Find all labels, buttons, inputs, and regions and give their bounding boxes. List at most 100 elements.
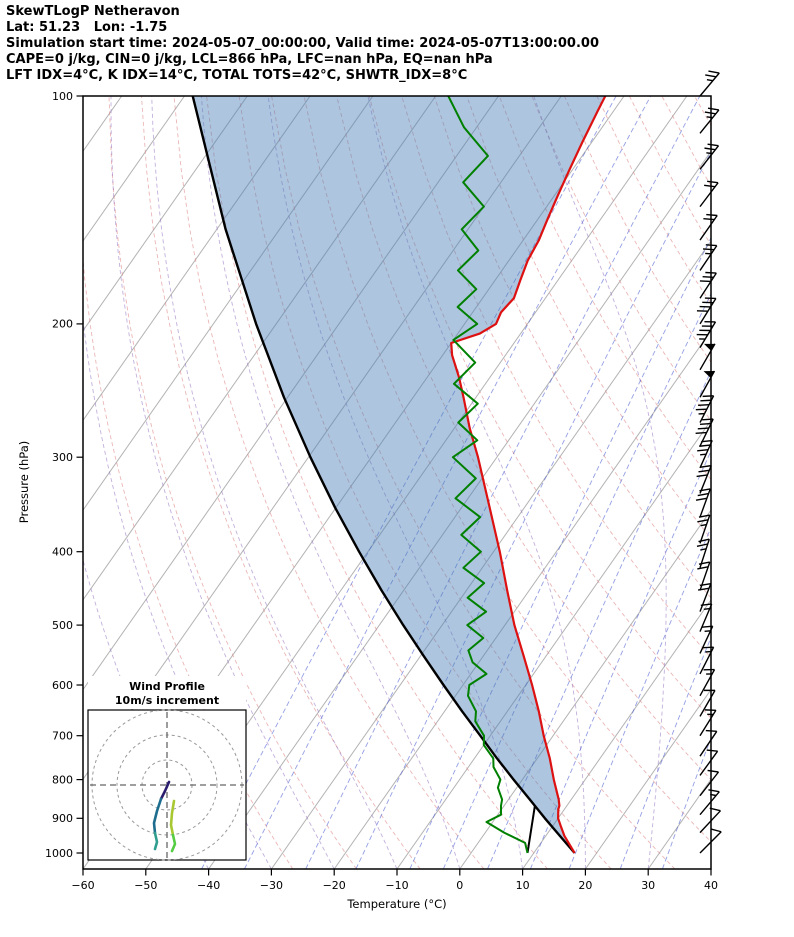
wind-barb bbox=[697, 561, 711, 591]
wind-barb bbox=[699, 749, 719, 776]
sounding-curves bbox=[191, 96, 607, 854]
temperature-tick-label: 40 bbox=[704, 879, 718, 892]
dry-adiabat-line bbox=[83, 254, 294, 869]
temperature-tick-label: −10 bbox=[385, 879, 408, 892]
header-latlon: Lat: 51.23 Lon: -1.75 bbox=[6, 20, 167, 35]
mixing-ratio-line bbox=[409, 236, 711, 869]
barb-full bbox=[701, 439, 713, 443]
mixing-ratio-line bbox=[487, 370, 711, 869]
barb-full bbox=[705, 271, 717, 274]
barb-full bbox=[698, 538, 710, 543]
moist-adiabat-line bbox=[533, 96, 667, 869]
barb-full bbox=[707, 107, 719, 111]
wind-barb bbox=[699, 646, 715, 675]
isotherm-line bbox=[522, 598, 711, 869]
parcel-curve bbox=[191, 96, 576, 854]
wind-barb bbox=[696, 464, 712, 494]
dry-adiabat-line bbox=[760, 96, 794, 869]
wind-barb bbox=[699, 769, 720, 797]
barb-full bbox=[705, 729, 717, 733]
barb-full bbox=[707, 769, 719, 773]
wind-barb bbox=[699, 213, 718, 241]
hodograph-title-backdrop bbox=[88, 676, 246, 709]
barb-full bbox=[702, 418, 714, 421]
barb-full bbox=[702, 646, 714, 649]
hodograph-title-line1: Wind Profile bbox=[129, 680, 205, 693]
barb-full bbox=[697, 587, 710, 591]
isotherm-line bbox=[83, 96, 185, 242]
wind-barb bbox=[697, 514, 711, 544]
wind-barb bbox=[699, 807, 722, 834]
barb-full bbox=[695, 497, 707, 501]
pressure-tick-label: 100 bbox=[52, 90, 73, 103]
wind-barb bbox=[695, 395, 715, 423]
hodograph-title-line2: 10m/s increment bbox=[115, 694, 219, 707]
barb-full bbox=[707, 143, 719, 147]
wind-barb bbox=[699, 244, 718, 271]
barb-half bbox=[704, 630, 711, 632]
wind-barb bbox=[699, 709, 717, 737]
barb-half bbox=[706, 152, 713, 155]
isotherm-line bbox=[647, 778, 711, 869]
dry-adiabat-line bbox=[433, 96, 711, 599]
shaded-area-group bbox=[192, 96, 606, 853]
wind-barb bbox=[699, 180, 719, 208]
barb-half bbox=[703, 607, 710, 611]
barb-full bbox=[699, 444, 711, 447]
dry-adiabat-line bbox=[727, 96, 794, 869]
wind-barb bbox=[699, 668, 716, 697]
mixing-ratio-line bbox=[355, 150, 711, 869]
barb-full bbox=[697, 492, 709, 497]
barb-full bbox=[704, 147, 716, 151]
barb-full bbox=[697, 519, 709, 523]
barb-full bbox=[706, 749, 718, 752]
barb-half bbox=[706, 116, 713, 119]
barb-full bbox=[698, 561, 710, 565]
barb-full bbox=[698, 514, 710, 518]
isotherm-line bbox=[83, 96, 374, 512]
moist-adiabat-line bbox=[267, 96, 524, 869]
isotherm-line bbox=[83, 96, 248, 332]
wind-barb bbox=[699, 625, 714, 654]
temperature-tick-label: −20 bbox=[323, 879, 346, 892]
pressure-tick-label: 200 bbox=[52, 318, 73, 331]
barb-half bbox=[700, 453, 707, 456]
hodograph-trace-segment bbox=[159, 780, 171, 801]
header-cape-cin: CAPE=0 j/kg, CIN=0 j/kg, LCL=866 hPa, LF… bbox=[6, 52, 493, 67]
temperature-tick-label: −60 bbox=[71, 879, 94, 892]
pressure-tick-label: 400 bbox=[52, 546, 73, 559]
wind-barb bbox=[699, 729, 718, 757]
mixing-ratio-line bbox=[243, 96, 652, 869]
mixing-ratio-line bbox=[529, 449, 711, 869]
hodograph-trace-segment bbox=[169, 799, 176, 837]
barb-full bbox=[708, 70, 720, 74]
wind-barb bbox=[699, 343, 716, 371]
barb-full bbox=[699, 280, 711, 283]
header-times: Simulation start time: 2024-05-07_00:00:… bbox=[6, 36, 599, 51]
temperature-tick-label: −50 bbox=[134, 879, 157, 892]
x-axis-label: Temperature (°C) bbox=[346, 897, 446, 911]
hodograph-trace-segment bbox=[170, 833, 177, 853]
moist-adiabat-line bbox=[200, 96, 461, 869]
isotherm-line bbox=[333, 329, 711, 869]
wind-barb bbox=[695, 488, 711, 518]
dry-adiabat-line bbox=[108, 96, 357, 869]
pressure-tick-label: 1000 bbox=[45, 847, 73, 860]
isotherm-line bbox=[270, 240, 711, 869]
barb-half bbox=[706, 78, 713, 82]
header-indices: LFT IDX=4°C, K IDX=14°C, TOTAL TOTS=42°C… bbox=[6, 68, 467, 83]
wind-barb bbox=[696, 321, 717, 349]
wind-barb bbox=[696, 297, 717, 325]
isotherm-line bbox=[710, 868, 711, 869]
temperature-tick-label: 0 bbox=[456, 879, 463, 892]
pressure-tick-label: 900 bbox=[52, 812, 73, 825]
isotherm-line bbox=[83, 96, 311, 422]
y-axis-label: Pressure (hPa) bbox=[17, 441, 31, 524]
pressure-tick-label: 500 bbox=[52, 619, 73, 632]
barb-full bbox=[695, 408, 707, 411]
wind-barb-column bbox=[695, 70, 722, 854]
isotherm-line bbox=[83, 96, 499, 691]
isotherm-line bbox=[208, 150, 711, 869]
